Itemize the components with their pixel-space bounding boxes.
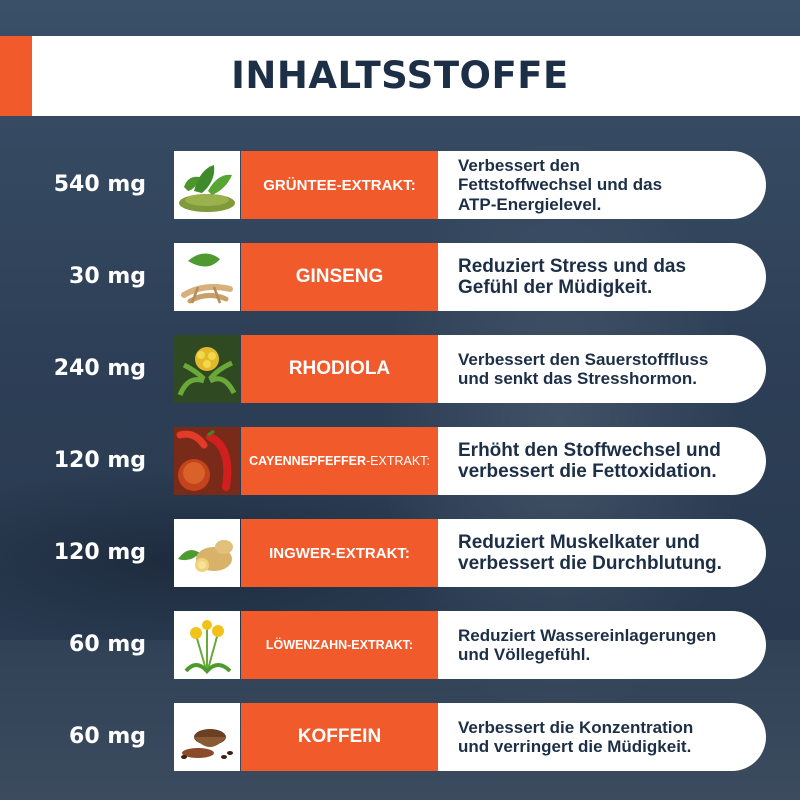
description-line: Erhöht den Stoffwechsel und [458,439,721,461]
dose: 60 mg [69,724,146,749]
ingredient-description: Reduziert Muskelkater und verbessert die… [438,519,766,587]
ingredient-name: KOFFEIN [241,703,438,771]
rhodiola-icon [174,335,240,403]
ingredient-row-rhodiola: 240 mg RHODIOLA Verbessert den Sauerstof… [0,335,800,403]
dose: 60 mg [69,632,146,657]
header-banner: INHALTSSTOFFE [0,36,800,116]
coffee-icon [174,703,240,771]
ingredient-description: Verbessert die Konzentration und verring… [438,703,766,771]
description-line: Verbessert den [458,156,580,176]
description-line: Reduziert Muskelkater und [458,531,700,553]
ingredient-name: LÖWENZAHN-EXTRAKT: [241,611,438,679]
ingredient-name: RHODIOLA [241,335,438,403]
dose: 540 mg [53,172,146,197]
description-line: und Völlegefühl. [458,645,591,664]
ingredient-description: Erhöht den Stoffwechsel und verbessert d… [438,427,766,495]
ingredient-name-suffix: -EXTRAKT: [366,454,430,468]
ginseng-icon [174,243,240,311]
ingredient-description: Reduziert Stress und das Gefühl der Müdi… [438,243,766,311]
ingredient-description: Verbessert den Fettstoffwechsel und das … [438,151,766,219]
ingredient-row-cayenne: 120 mg CAYENNEPFEFFER -EXTRAKT: Erhöht de… [0,427,800,495]
ingredient-name: GRÜNTEE-EXTRAKT: [241,151,438,219]
ingredient-row-ginger: 120 mg INGWER-EXTRAKT: Reduziert Muskelk… [0,519,800,587]
dose: 30 mg [69,264,146,289]
ingredient-row-ginseng: 30 mg GINSENG Reduziert Stress und das G… [0,243,800,311]
description-line: Reduziert Wassereinlagerungen [458,625,717,645]
description-line: Fettstoffwechsel und das [458,175,663,195]
page-title: INHALTSSTOFFE [231,54,569,97]
ingredient-name: GINSENG [241,243,438,311]
dandelion-icon [174,611,240,679]
description-line: und verringert die Müdigkeit. [458,737,692,756]
ingredient-name: INGWER-EXTRAKT: [241,519,438,587]
ingredient-name: CAYENNEPFEFFER -EXTRAKT: [241,427,438,495]
description-line: und senkt das Stresshormon. [458,369,697,388]
description-line: verbessert die Durchblutung. [458,553,722,574]
ingredient-row-dandelion: 60 mg LÖWENZAHN-EXTRAKT: Reduziert Wasse… [0,611,800,679]
description-line: ATP-Energielevel. [458,194,602,214]
description-line: Verbessert die Konzentration [458,717,694,737]
description-line: Gefühl der Müdigkeit. [458,277,653,298]
description-line: verbessert die Fettoxidation. [458,461,717,482]
green-tea-icon [174,151,240,219]
ingredient-description: Reduziert Wassereinlagerungen und Völleg… [438,611,766,679]
ingredient-row-coffee: 60 mg KOFFEIN Verbessert die Konzentrati… [0,703,800,771]
ingredient-name-bold: CAYENNEPFEFFER [249,454,366,468]
header-accent-bar [0,36,32,116]
dose: 120 mg [53,448,146,473]
description-line: Verbessert den Sauerstofffluss [458,349,709,369]
cayenne-pepper-icon [174,427,240,495]
ingredient-description: Verbessert den Sauerstofffluss und senkt… [438,335,766,403]
dose: 240 mg [53,356,146,381]
description-line: Reduziert Stress und das [458,255,687,277]
ingredient-row-green-tea: 540 mg GRÜNTEE-EXTRAKT: Verbessert den F… [0,151,800,219]
dose: 120 mg [53,540,146,565]
ginger-icon [174,519,240,587]
